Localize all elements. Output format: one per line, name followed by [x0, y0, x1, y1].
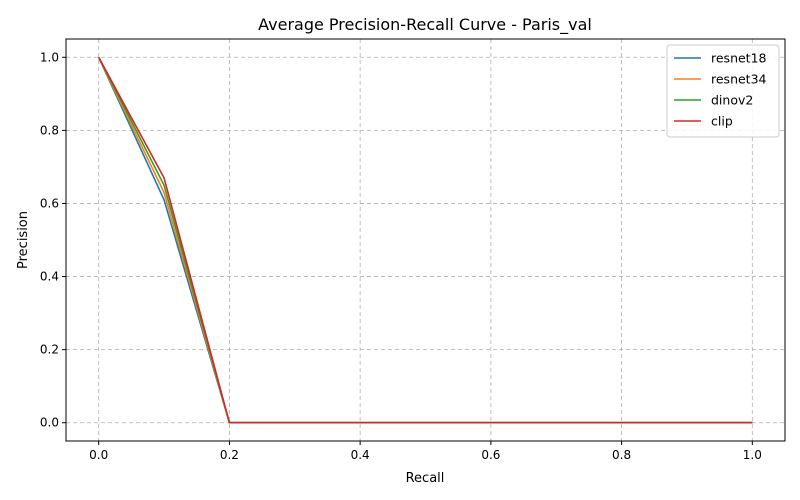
chart-title: Average Precision-Recall Curve - Paris_v… — [258, 15, 592, 35]
x-tick-label: 0.4 — [351, 448, 370, 462]
x-tick-label: 0.2 — [220, 448, 239, 462]
plot-frame — [65, 38, 786, 442]
y-tick-label: 0.8 — [40, 123, 59, 137]
series-line-resnet34 — [97, 56, 753, 424]
series-lines — [97, 56, 753, 424]
x-tick-label: 0.6 — [481, 448, 500, 462]
x-tick-label: 1.0 — [743, 448, 762, 462]
y-tick-label: 1.0 — [40, 50, 59, 64]
legend-label-resnet18: resnet18 — [711, 51, 767, 66]
y-tick-label: 0.4 — [40, 270, 59, 284]
legend-box — [666, 44, 780, 138]
legend-label-dinov2: dinov2 — [711, 93, 753, 108]
x-tick-label: 0.8 — [612, 448, 631, 462]
y-axis-label: Precision — [16, 211, 31, 269]
legend: resnet18 resnet34 dinov2 clip — [666, 44, 780, 138]
legend-label-clip: clip — [711, 114, 733, 129]
series-line-dinov2 — [97, 56, 753, 424]
y-tick-label: 0.0 — [40, 416, 59, 430]
x-tick-label: 0.0 — [89, 448, 108, 462]
y-tick-label: 0.2 — [40, 343, 59, 357]
axis-ticks: 0.0 0.2 0.4 0.6 0.8 1.0 0.0 0.2 0.4 0.6 0.8 1.0 — [40, 50, 762, 462]
legend-label-resnet34: resnet34 — [711, 72, 767, 87]
series-line-clip — [97, 56, 753, 424]
y-tick-label: 0.6 — [40, 196, 59, 210]
x-axis-label: Recall — [406, 471, 445, 486]
series-line-resnet18 — [97, 56, 753, 424]
